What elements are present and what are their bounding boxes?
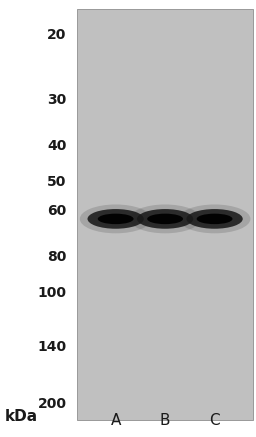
Text: kDa: kDa (5, 409, 38, 424)
Text: 60: 60 (47, 204, 67, 218)
Text: 20: 20 (47, 28, 67, 42)
Ellipse shape (186, 209, 243, 229)
Ellipse shape (197, 214, 232, 224)
Ellipse shape (98, 214, 134, 224)
Text: 80: 80 (47, 250, 67, 264)
Text: 40: 40 (47, 139, 67, 153)
Ellipse shape (80, 205, 152, 233)
Text: C: C (209, 413, 220, 428)
Text: 140: 140 (37, 340, 67, 354)
Text: 100: 100 (38, 286, 67, 300)
Ellipse shape (137, 209, 193, 229)
Text: 50: 50 (47, 175, 67, 189)
Text: 200: 200 (38, 397, 67, 411)
Ellipse shape (179, 205, 250, 233)
Ellipse shape (129, 205, 201, 233)
Text: 30: 30 (47, 93, 67, 107)
Text: B: B (160, 413, 170, 428)
Ellipse shape (147, 214, 183, 224)
Bar (77, 9, 253, 420)
Text: A: A (111, 413, 121, 428)
Ellipse shape (88, 209, 144, 229)
